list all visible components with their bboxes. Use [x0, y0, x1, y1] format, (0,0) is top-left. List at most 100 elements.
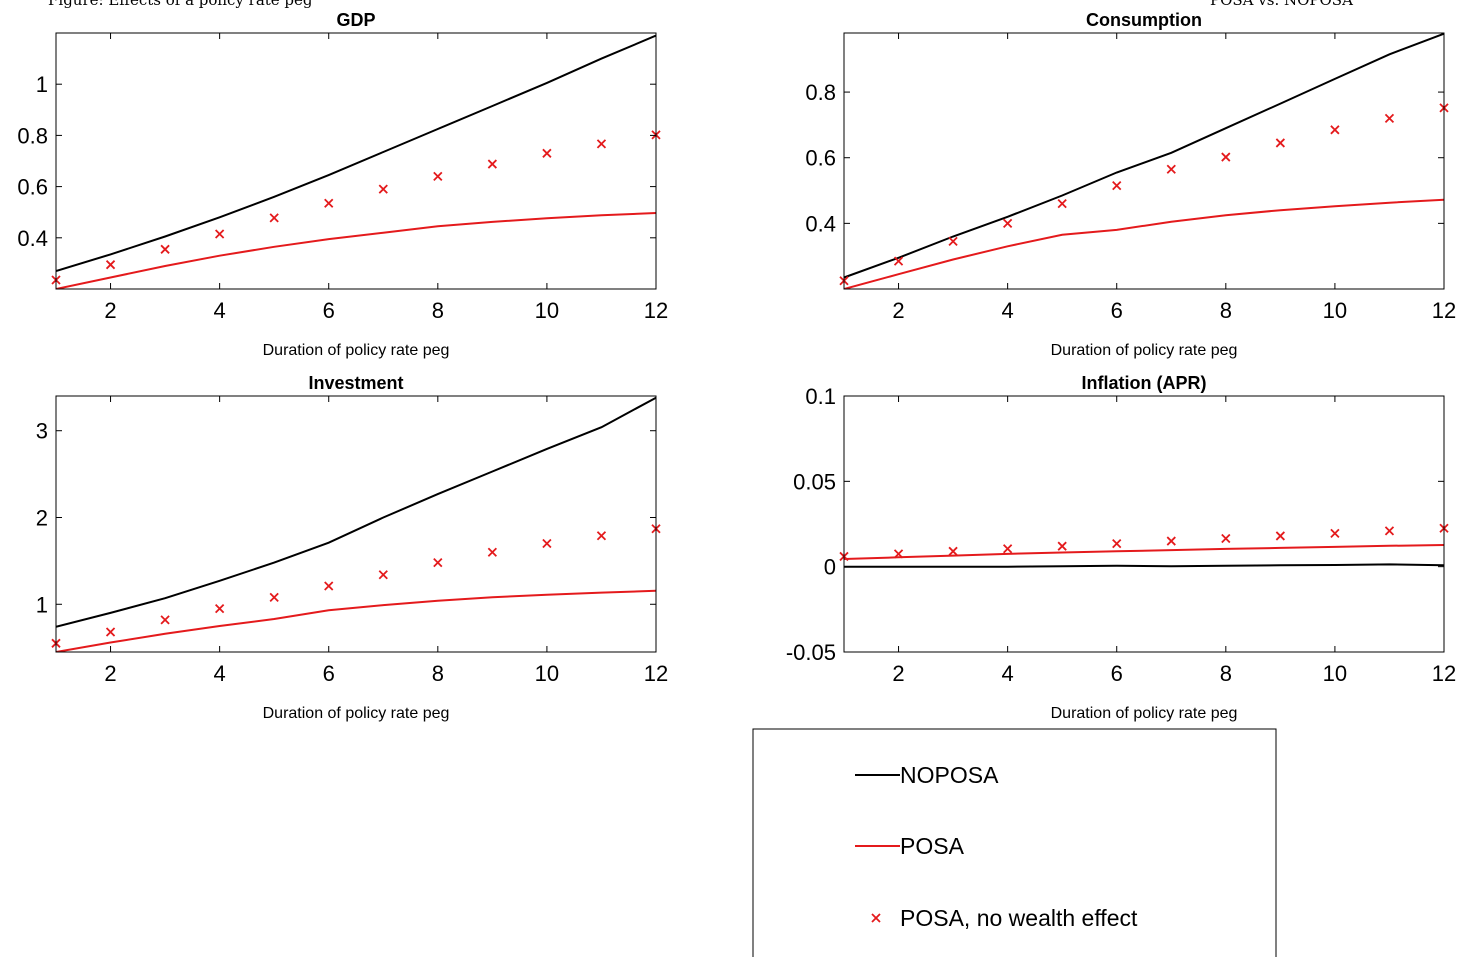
marker-point	[269, 213, 279, 223]
x-axis-label: Duration of policy rate peg	[1051, 342, 1238, 359]
x-tick-label: 10	[1323, 298, 1347, 323]
marker-point	[1275, 138, 1285, 148]
marker-point	[1003, 218, 1013, 228]
panel-4: Inflation (APR) 2 4 6 8 10 12 -0.05 0 0.05 0.1 Dura…	[786, 373, 1456, 722]
panel-title: GDP	[336, 10, 375, 30]
x-tick-label: 6	[1111, 661, 1123, 686]
series-line-noposa	[56, 396, 656, 628]
marker-point	[596, 139, 607, 149]
x-tick-label: 6	[323, 661, 335, 686]
marker-point	[105, 260, 116, 270]
x-tick-label: 2	[104, 661, 116, 686]
header-text: Figure: Effects of a policy rate peg POS…	[0, 0, 1479, 9]
marker-point	[160, 615, 170, 625]
marker-point	[1166, 536, 1176, 546]
legend-box	[752, 728, 1277, 957]
x-tick-label: 10	[535, 298, 559, 323]
x-tick-label: 6	[323, 298, 335, 323]
x-axis-label: Duration of policy rate peg	[1051, 705, 1238, 722]
y-tick-label: 0.05	[793, 469, 836, 494]
x-tick-label: 6	[1111, 298, 1123, 323]
y-tick-label: 3	[36, 419, 48, 444]
marker-point	[1384, 113, 1395, 123]
axes-box	[55, 395, 657, 653]
marker-point	[1057, 199, 1067, 209]
marker-point	[433, 171, 443, 181]
marker-point	[1221, 152, 1231, 162]
marker-point	[1003, 544, 1013, 554]
panel-1: GDP 2 4 6 8 10 12 0.4 0.6 0.8 1 Duration of policy …	[17, 10, 668, 359]
x-tick-label: 4	[1002, 661, 1014, 686]
y-tick-label: 0.8	[805, 80, 836, 105]
series-line-posa	[844, 544, 1444, 560]
marker-point	[1330, 528, 1340, 539]
marker-point	[1112, 180, 1122, 191]
y-tick-label: 1	[36, 592, 48, 617]
x-tick-label: 10	[535, 661, 559, 686]
marker-point	[160, 244, 170, 254]
y-tick-label: 0.6	[17, 175, 48, 200]
y-tick-label: 2	[36, 505, 48, 530]
series-line-posa	[56, 212, 656, 289]
series-group	[56, 396, 656, 652]
panel-2: Consumption 2 4 6 8 10 12 0.4 0.6 0.8 Duration of …	[805, 10, 1456, 359]
axes-box	[55, 32, 657, 290]
y-tick-label: -0.05	[786, 640, 836, 665]
x-tick-label: 8	[1220, 661, 1232, 686]
marker-point	[893, 256, 904, 266]
marker-point	[1384, 526, 1395, 536]
series-line-noposa	[844, 33, 1444, 279]
x-tick-label: 2	[104, 298, 116, 323]
marker-point	[1330, 125, 1340, 135]
series-group	[844, 33, 1444, 289]
marker-point	[948, 546, 958, 556]
x-tick-label: 2	[892, 298, 904, 323]
marker-point	[378, 184, 388, 194]
marker-point	[542, 148, 552, 158]
y-tick-label: 0.6	[805, 146, 836, 171]
x-axis-label: Duration of policy rate peg	[263, 705, 450, 722]
marker-point	[214, 603, 225, 614]
x-tick-label: 12	[644, 298, 668, 323]
x-tick-label: 8	[432, 298, 444, 323]
marker-point	[378, 570, 388, 580]
panel-title: Consumption	[1086, 10, 1202, 30]
y-tick-label: 0.1	[805, 384, 836, 409]
x-tick-label: 4	[1002, 298, 1014, 323]
marker-point	[1221, 533, 1231, 544]
marker-point	[1275, 531, 1285, 541]
x-tick-label: 10	[1323, 661, 1347, 686]
x-tick-label: 8	[432, 661, 444, 686]
marker-point	[324, 581, 334, 591]
marker-point	[433, 557, 443, 568]
y-tick-label: 0	[824, 555, 836, 580]
marker-point	[596, 531, 607, 541]
y-tick-label: 0.8	[17, 123, 48, 148]
marker-point	[893, 549, 904, 559]
series-line-noposa	[56, 34, 656, 273]
series-group	[56, 34, 656, 289]
marker-point	[324, 198, 334, 208]
marker-point	[948, 236, 958, 247]
panel-title: Investment	[308, 373, 403, 393]
x-tick-label: 12	[644, 661, 668, 686]
x-axis-label: Duration of policy rate peg	[263, 342, 450, 359]
panel-title: Inflation (APR)	[1082, 373, 1207, 393]
x-tick-label: 2	[892, 661, 904, 686]
series-line-noposa	[844, 563, 1444, 568]
x-tick-label: 4	[214, 661, 226, 686]
header-right-text: POSA vs. NOPOSA	[1210, 0, 1353, 9]
marker-point	[105, 627, 116, 637]
x-tick-label: 4	[214, 298, 226, 323]
marker-point	[542, 538, 552, 549]
marker-point	[1057, 541, 1067, 551]
legend-label: NOPOSA	[900, 762, 999, 788]
marker-point	[487, 159, 498, 169]
header-left-text: Figure: Effects of a policy rate peg	[48, 0, 313, 9]
marker-point	[1112, 538, 1122, 549]
y-tick-label: 0.4	[17, 226, 48, 251]
marker-point	[214, 229, 225, 239]
marker-point	[1166, 164, 1176, 174]
